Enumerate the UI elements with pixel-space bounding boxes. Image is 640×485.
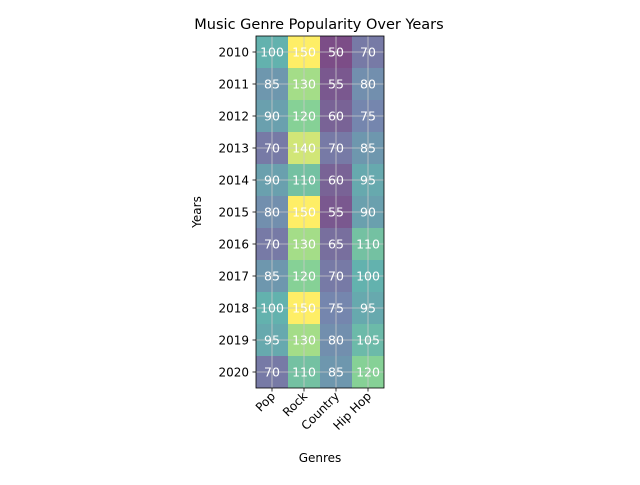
cell-value-label: 85 xyxy=(264,269,280,284)
cell-value-label: 90 xyxy=(360,205,376,220)
cell-value-label: 60 xyxy=(328,109,344,124)
grid-lines xyxy=(256,36,384,388)
cell-value-label: 80 xyxy=(328,333,344,348)
cell-value-label: 100 xyxy=(260,45,284,60)
y-tick-label: 2017 xyxy=(218,270,249,284)
y-tick-label: 2016 xyxy=(218,238,249,252)
cell-value-label: 55 xyxy=(328,205,344,220)
cell-value-label: 75 xyxy=(360,109,376,124)
cell-value-label: 95 xyxy=(360,173,376,188)
y-tick-label: 2015 xyxy=(218,206,249,220)
cell-value-label: 85 xyxy=(264,77,280,92)
cell-value-label: 80 xyxy=(264,205,280,220)
cell-value-label: 70 xyxy=(264,141,280,156)
cell-value-label: 130 xyxy=(292,237,316,252)
y-axis-ticks: 2010 2011 2012 2013 2014 2015 2016 2017 2018 2019… xyxy=(218,46,256,380)
y-tick-label: 2012 xyxy=(218,110,249,124)
cell-value-label: 120 xyxy=(356,365,380,380)
cell-value-label: 120 xyxy=(292,109,316,124)
cell-value-label: 70 xyxy=(328,269,344,284)
cell-value-label: 95 xyxy=(264,333,280,348)
cell-value-label: 150 xyxy=(292,45,316,60)
cell-value-label: 70 xyxy=(264,365,280,380)
y-tick-label: 2013 xyxy=(218,142,249,156)
cell-value-label: 140 xyxy=(292,141,316,156)
y-tick-label: 2014 xyxy=(218,174,249,188)
cell-value-label: 95 xyxy=(360,301,376,316)
y-tick-label: 2011 xyxy=(218,78,249,92)
y-axis-label: Years xyxy=(190,196,204,229)
cell-value-label: 70 xyxy=(360,45,376,60)
cell-value-label: 70 xyxy=(264,237,280,252)
cell-value-label: 100 xyxy=(260,301,284,316)
x-axis-label: Genres xyxy=(299,451,342,465)
cell-value-label: 110 xyxy=(292,173,316,188)
cell-value-label: 60 xyxy=(328,173,344,188)
y-tick-label: 2020 xyxy=(218,366,249,380)
cell-value-label: 150 xyxy=(292,301,316,316)
cell-value-label: 150 xyxy=(292,205,316,220)
cell-value-label: 105 xyxy=(356,333,380,348)
y-tick-label: 2018 xyxy=(218,302,249,316)
cell-value-label: 130 xyxy=(292,333,316,348)
cell-value-label: 85 xyxy=(360,141,376,156)
cell-value-label: 100 xyxy=(356,269,380,284)
cell-value-label: 85 xyxy=(328,365,344,380)
cell-value-label: 110 xyxy=(292,365,316,380)
cell-value-label: 80 xyxy=(360,77,376,92)
cell-value-label: 55 xyxy=(328,77,344,92)
cell-value-label: 110 xyxy=(356,237,380,252)
cell-value-label: 130 xyxy=(292,77,316,92)
cell-value-label: 70 xyxy=(328,141,344,156)
cell-value-labels: 100 150 50 70 85 130 55 80 90 120 60 75 70 140 70 85 90 1… xyxy=(260,45,380,380)
cell-value-label: 120 xyxy=(292,269,316,284)
cell-value-label: 90 xyxy=(264,173,280,188)
cell-value-label: 65 xyxy=(328,237,344,252)
cell-value-label: 90 xyxy=(264,109,280,124)
y-tick-label: 2019 xyxy=(218,334,249,348)
chart-title: Music Genre Popularity Over Years xyxy=(194,17,443,33)
y-tick-label: 2010 xyxy=(218,46,249,60)
cell-value-label: 50 xyxy=(328,45,344,60)
cell-value-label: 75 xyxy=(328,301,344,316)
